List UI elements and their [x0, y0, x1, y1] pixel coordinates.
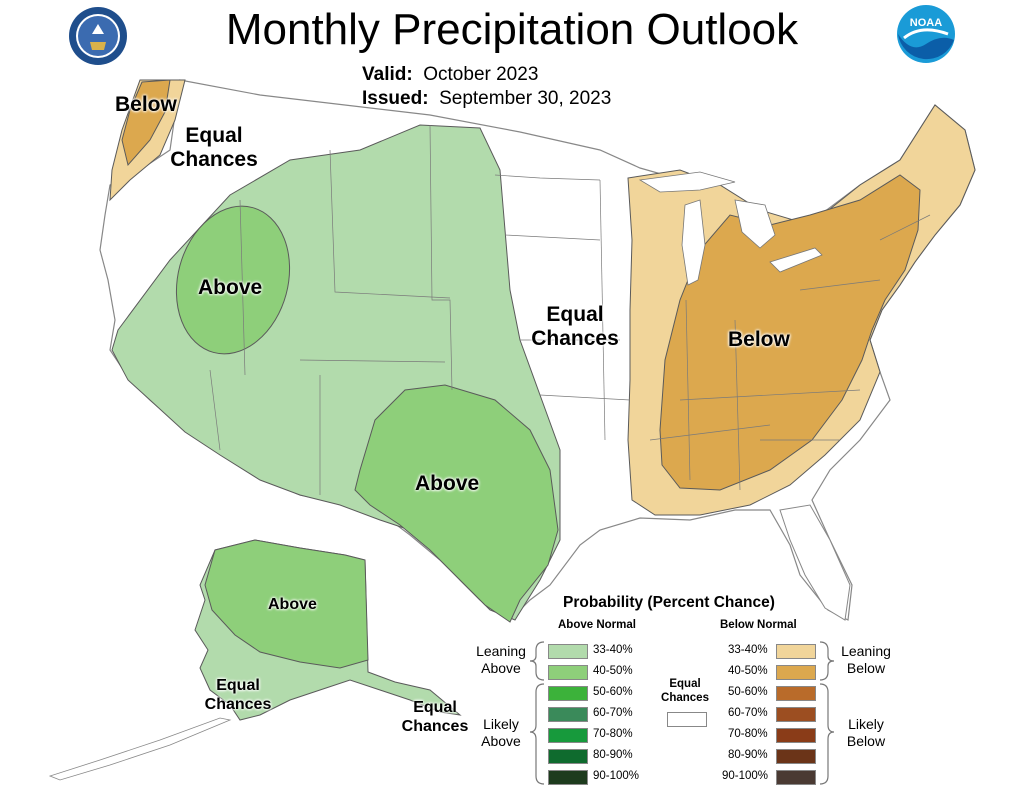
label-below-33-40: 33-40% — [728, 644, 768, 656]
likely-below-line1: Likely — [848, 716, 884, 732]
swatch-equal-chances — [667, 712, 707, 727]
swatch-above-60-70 — [548, 707, 588, 722]
great-basin-above-region — [175, 205, 291, 355]
lake-michigan — [681, 199, 706, 286]
label-below-80-90: 80-90% — [728, 749, 768, 761]
swatch-below-33-40 — [776, 644, 816, 659]
central-equal-line1: Equal — [546, 303, 604, 326]
lake-superior — [638, 171, 736, 193]
label-below-40-50: 40-50% — [728, 665, 768, 677]
leaning-above-line1: Leaning — [476, 643, 526, 659]
swatch-below-90-100 — [776, 770, 816, 785]
leaning-below-label: Leaning Below — [835, 643, 897, 677]
label-below-60-70: 60-70% — [728, 707, 768, 719]
east-below-region — [659, 174, 921, 491]
ak-se-equal-line2: Chances — [401, 718, 469, 735]
swatch-above-33-40 — [548, 644, 588, 659]
label-above-70-80: 70-80% — [593, 728, 633, 740]
likely-below-line2: Below — [846, 733, 886, 749]
issued-label: Issued: — [362, 88, 429, 109]
likely-below-label: Likely Below — [835, 716, 897, 750]
swatch-above-70-80 — [548, 728, 588, 743]
legend-equal-line2: Chances — [661, 692, 709, 704]
likely-above-line2: Above — [481, 733, 521, 749]
ak-equal-label: Equal Chances — [196, 676, 280, 714]
swatch-below-80-90 — [776, 749, 816, 764]
nw-equal-label: Equal Chances — [164, 124, 264, 172]
legend-title: Probability (Percent Chance) — [563, 594, 775, 611]
leaning-below-line2: Below — [846, 660, 886, 676]
label-below-70-80: 70-80% — [728, 728, 768, 740]
label-above-40-50: 40-50% — [593, 665, 633, 677]
label-below-50-60: 50-60% — [728, 686, 768, 698]
ak-above-label: Above — [268, 596, 317, 613]
state-lines — [209, 124, 931, 495]
lake-huron — [734, 199, 776, 249]
leaning-below-line1: Leaning — [841, 643, 891, 659]
lake-erie — [769, 247, 823, 273]
swatch-below-50-60 — [776, 686, 816, 701]
nw-equal-line1: Equal — [185, 124, 243, 147]
east-below-label: Below — [728, 328, 790, 351]
likely-above-line1: Likely — [483, 716, 519, 732]
below-normal-header: Below Normal — [720, 619, 797, 631]
leaning-above-label: Leaning Above — [472, 643, 530, 677]
central-equal-line2: Chances — [531, 327, 619, 350]
swatch-above-50-60 — [548, 686, 588, 701]
label-above-50-60: 50-60% — [593, 686, 633, 698]
ak-equal-line2: Chances — [204, 696, 272, 713]
swatch-below-60-70 — [776, 707, 816, 722]
south-above-label: Above — [415, 472, 480, 495]
legend-equal-line1: Equal — [669, 678, 701, 690]
nw-below-label: Below — [115, 93, 177, 116]
noaa-logo: NOAA — [896, 4, 956, 64]
likely-above-label: Likely Above — [472, 716, 530, 750]
nw-equal-line2: Chances — [170, 148, 258, 171]
label-below-90-100: 90-100% — [722, 770, 769, 782]
label-above-90-100: 90-100% — [593, 770, 640, 782]
valid-value: October 2023 — [423, 64, 539, 85]
swatch-below-70-80 — [776, 728, 816, 743]
ak-se-equal-line1: Equal — [413, 699, 457, 716]
issued-value: September 30, 2023 — [439, 88, 612, 109]
leaning-above-line2: Above — [481, 660, 521, 676]
swatch-above-40-50 — [548, 665, 588, 680]
florida — [779, 504, 851, 621]
ak-equal-line1: Equal — [216, 677, 260, 694]
swatch-above-80-90 — [548, 749, 588, 764]
label-above-60-70: 60-70% — [593, 707, 633, 719]
label-above-80-90: 80-90% — [593, 749, 633, 761]
nw-below-region — [121, 79, 171, 167]
swatch-below-40-50 — [776, 665, 816, 680]
alaska-islands — [48, 717, 232, 781]
central-equal-label: Equal Chances — [522, 303, 628, 351]
legend-equal-label: Equal Chances — [650, 677, 720, 705]
west-above-label: Above — [198, 276, 263, 299]
valid-label: Valid: — [362, 64, 413, 85]
south-plains-above-region — [354, 384, 559, 623]
label-above-33-40: 33-40% — [593, 644, 633, 656]
valid-line: Valid: October 2023 — [362, 64, 538, 86]
page-title: Monthly Precipitation Outlook — [225, 5, 799, 54]
swatch-above-90-100 — [548, 770, 588, 785]
issued-line: Issued: September 30, 2023 — [362, 88, 611, 110]
ak-se-equal-label: Equal Chances — [392, 698, 478, 736]
svg-text:NOAA: NOAA — [910, 17, 942, 29]
above-normal-header: Above Normal — [558, 619, 636, 631]
commerce-seal-logo — [68, 6, 128, 66]
alaska-above-region — [204, 539, 369, 669]
